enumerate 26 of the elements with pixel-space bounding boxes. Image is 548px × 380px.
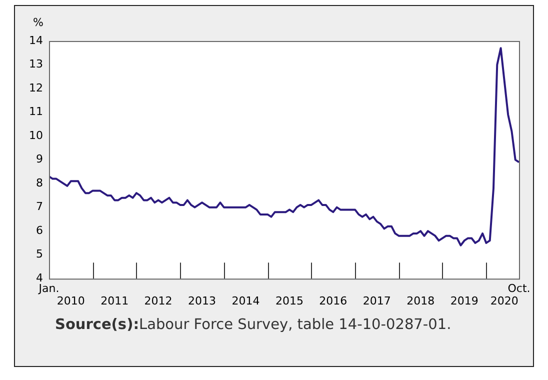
y-tick-label: 6 xyxy=(36,224,43,237)
y-tick-label: 9 xyxy=(36,152,43,166)
x-tick-label: 2020 xyxy=(490,294,518,308)
source-note: Source(s):Labour Force Survey, table 14-10-0287-01. xyxy=(55,317,452,333)
x-tick-label: 2010 xyxy=(56,294,85,308)
x-tick-label: 2019 xyxy=(450,294,478,308)
x-tick-label: 2016 xyxy=(319,294,348,308)
y-tick-label: 12 xyxy=(28,81,43,94)
x-tick-label: 2012 xyxy=(144,294,172,308)
y-tick-label: 13 xyxy=(28,58,43,71)
x-tick-label: 2013 xyxy=(188,294,216,308)
y-tick-label: 11 xyxy=(28,105,43,118)
y-tick-label: 5 xyxy=(36,248,43,261)
y-tick-label: 14 xyxy=(28,34,43,47)
x-tick-label: 2018 xyxy=(406,294,435,308)
x-tick-label: 2017 xyxy=(362,294,391,308)
y-tick-label: 7 xyxy=(36,200,43,214)
x-tick-label: 2015 xyxy=(275,294,304,308)
y-tick-label: 8 xyxy=(36,176,43,190)
text: Oct. xyxy=(508,282,530,295)
y-axis-title: % xyxy=(33,16,44,29)
y-tick-label: 4 xyxy=(36,271,43,284)
x-tick-label: 2011 xyxy=(100,294,129,308)
text: Jan. xyxy=(38,282,60,295)
x-tick-label: 2014 xyxy=(232,294,260,308)
y-tick-label: 10 xyxy=(28,128,43,142)
